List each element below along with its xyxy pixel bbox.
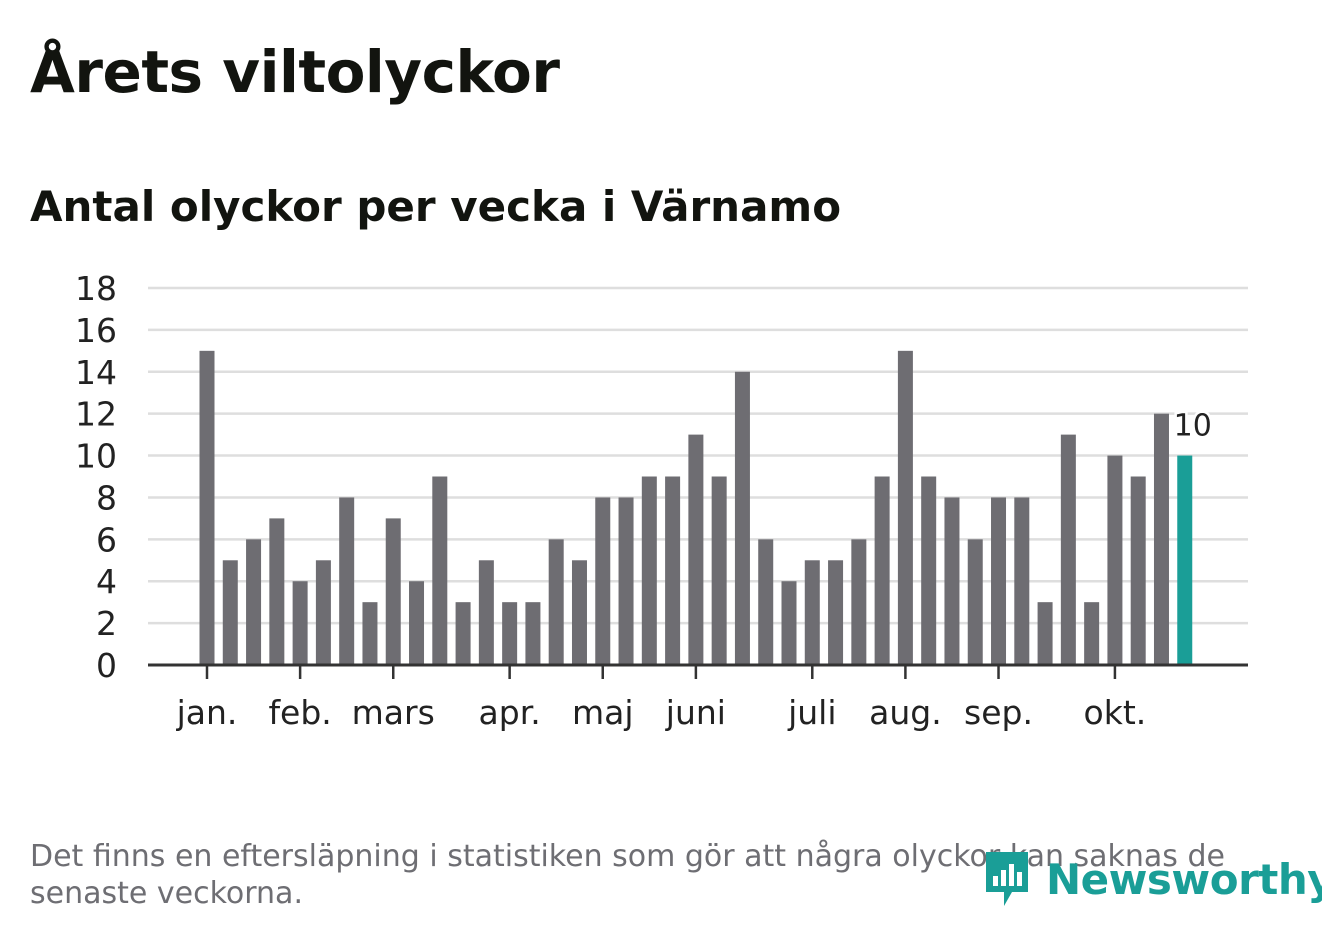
bar bbox=[921, 476, 937, 665]
bar bbox=[432, 476, 448, 665]
bar bbox=[455, 602, 471, 665]
y-tick-label: 2 bbox=[96, 604, 117, 643]
bar bbox=[548, 539, 564, 665]
bar bbox=[1037, 602, 1053, 665]
bar bbox=[944, 497, 960, 665]
bar bbox=[711, 476, 727, 665]
x-axis: jan. feb. mars apr. maj juni juli aug. sep. okt. bbox=[148, 663, 1248, 732]
bar bbox=[734, 371, 750, 665]
bar bbox=[269, 518, 285, 665]
highlight-data-label: 10 bbox=[1174, 409, 1212, 444]
y-tick-label: 4 bbox=[96, 562, 117, 601]
y-tick-label: 14 bbox=[75, 353, 117, 392]
newsworthy-chart-bubble-icon bbox=[986, 852, 1028, 906]
bar bbox=[292, 581, 308, 665]
bar bbox=[409, 581, 425, 665]
x-tick-label: mars bbox=[352, 693, 435, 732]
x-tick-label: juni bbox=[665, 693, 726, 732]
x-tick-label: juli bbox=[787, 693, 836, 732]
bar bbox=[688, 434, 704, 665]
bar bbox=[874, 476, 890, 665]
bar bbox=[897, 350, 913, 665]
bar bbox=[804, 560, 820, 665]
newsworthy-logo: Newsworthy bbox=[982, 848, 1322, 910]
x-tick-label: aug. bbox=[869, 693, 942, 732]
y-tick-label: 16 bbox=[75, 311, 117, 350]
bar bbox=[385, 518, 401, 665]
bar-highlighted bbox=[1177, 455, 1193, 665]
newsworthy-logo-text: Newsworthy bbox=[1046, 854, 1322, 904]
y-tick-label: 18 bbox=[75, 269, 117, 308]
bar bbox=[1107, 455, 1123, 665]
x-tick-label: maj bbox=[572, 693, 634, 732]
bar bbox=[665, 476, 681, 665]
x-tick-label: jan. bbox=[176, 693, 238, 732]
y-tick-label: 8 bbox=[96, 478, 117, 517]
bar bbox=[618, 497, 634, 665]
bar bbox=[362, 602, 378, 665]
bar bbox=[991, 497, 1007, 665]
chart-subtitle: Antal olyckor per vecka i Värnamo bbox=[30, 182, 842, 231]
bar bbox=[1014, 497, 1030, 665]
bar bbox=[502, 602, 518, 665]
bar bbox=[1153, 413, 1169, 665]
bar bbox=[339, 497, 355, 665]
bar bbox=[851, 539, 867, 665]
bar bbox=[525, 602, 541, 665]
x-tick-label: apr. bbox=[479, 693, 541, 732]
bar bbox=[781, 581, 797, 665]
bars bbox=[199, 350, 1193, 665]
annotations: 10 bbox=[1171, 406, 1214, 446]
bar bbox=[315, 560, 331, 665]
y-tick-label: 6 bbox=[96, 520, 117, 559]
bar bbox=[1060, 434, 1076, 665]
bar bbox=[571, 560, 587, 665]
y-tick-label: 0 bbox=[96, 646, 117, 685]
bar bbox=[222, 560, 238, 665]
bar bbox=[246, 539, 262, 665]
bar bbox=[478, 560, 494, 665]
y-tick-label: 12 bbox=[75, 395, 117, 434]
bar bbox=[595, 497, 611, 665]
bar bbox=[1130, 476, 1146, 665]
y-tick-label: 10 bbox=[75, 437, 117, 476]
bar bbox=[758, 539, 774, 665]
bar bbox=[199, 350, 215, 665]
x-tick-label: sep. bbox=[964, 693, 1033, 732]
x-tick-label: okt. bbox=[1084, 693, 1147, 732]
bar bbox=[641, 476, 657, 665]
bar bbox=[828, 560, 844, 665]
x-tick-label: feb. bbox=[268, 693, 331, 732]
bar bbox=[967, 539, 983, 665]
bar bbox=[1084, 602, 1100, 665]
chart-title: Årets viltolyckor bbox=[30, 38, 560, 106]
